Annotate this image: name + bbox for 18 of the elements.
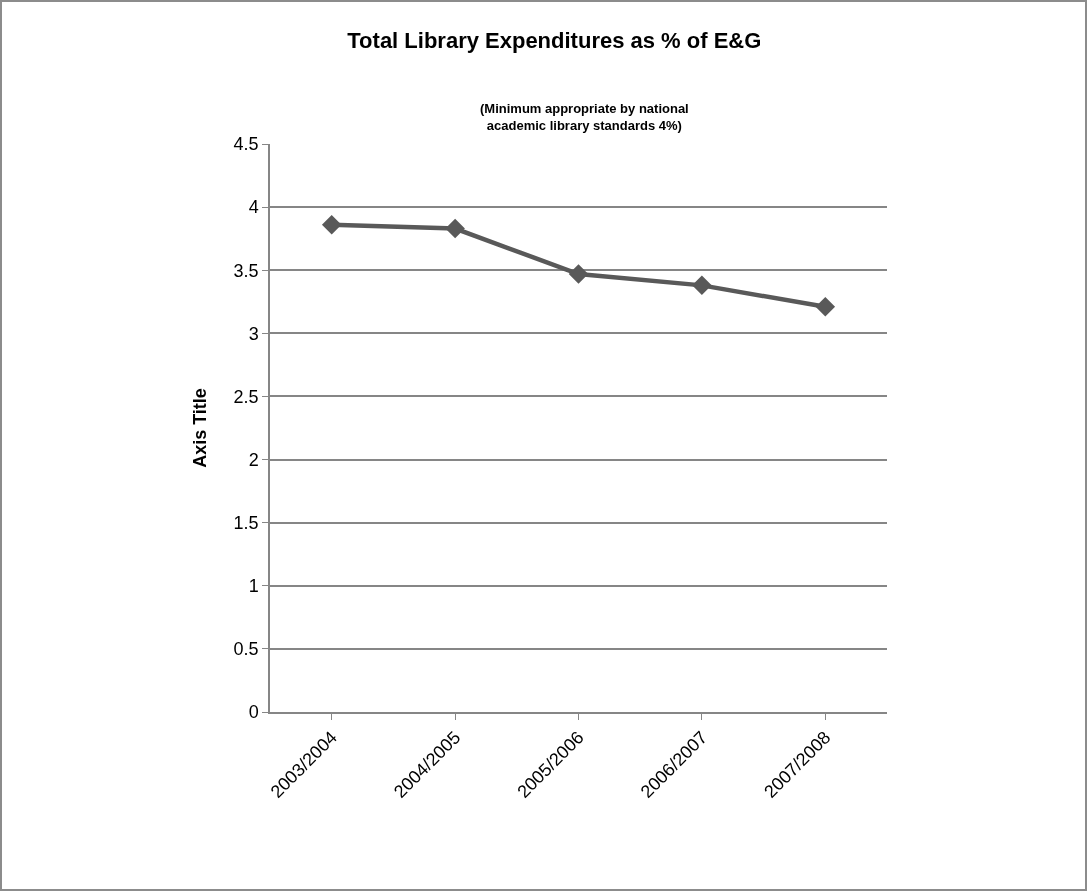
chart-subtitle: (Minimum appropriate by national academic library standards 4%) <box>480 101 689 133</box>
point <box>815 297 836 317</box>
y-tick-label: 1 <box>248 576 259 597</box>
y-tick-label: 1.5 <box>233 512 259 533</box>
y-tick-label: 0 <box>248 702 259 723</box>
point <box>692 275 712 296</box>
point <box>445 218 465 239</box>
y-tick-label: 0.5 <box>233 639 259 660</box>
y-tick-label: 3 <box>248 323 259 344</box>
y-tick-label: 4 <box>248 197 259 218</box>
y-tick-label: 3.5 <box>233 260 259 281</box>
chart-title: Total Library Expenditures as % of E&G <box>347 28 762 54</box>
y-axis-title: Axis Title <box>190 388 211 468</box>
point <box>568 264 589 284</box>
y-tick-label: 4.5 <box>233 134 259 155</box>
point <box>321 215 342 235</box>
y-tick-label: 2.5 <box>233 386 259 407</box>
y-tick-label: 2 <box>248 449 259 470</box>
